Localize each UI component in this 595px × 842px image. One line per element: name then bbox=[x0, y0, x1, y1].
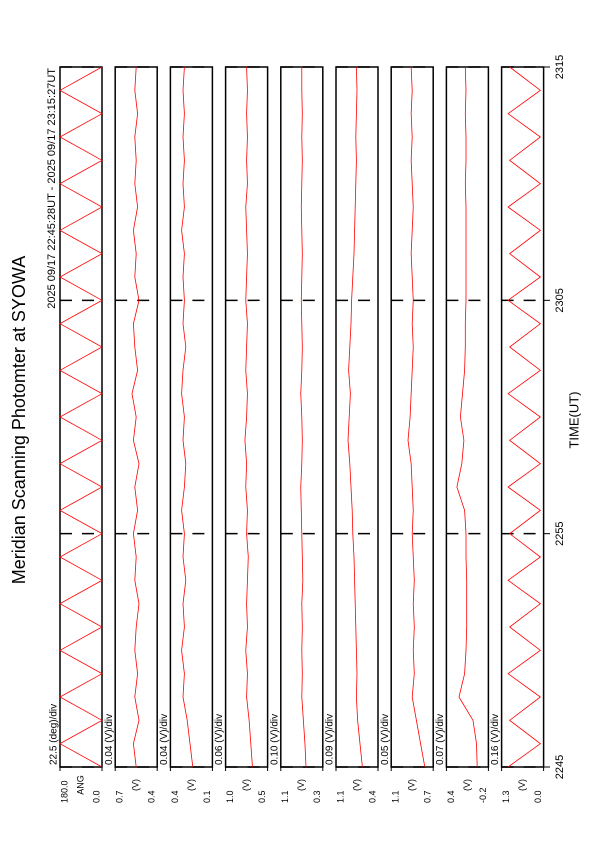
x-axis-label: TIME(UT) bbox=[566, 391, 581, 448]
y-tick-label: 1.1 bbox=[391, 790, 401, 803]
x-tick-label: 2315 bbox=[554, 55, 566, 79]
trace bbox=[347, 66, 363, 768]
x-tick-label: 2245 bbox=[554, 755, 566, 779]
trace bbox=[181, 66, 194, 768]
chart-subtitle: 2025 09/17 22:45:28UT - 2025 09/17 23:15… bbox=[46, 68, 58, 309]
trace bbox=[407, 66, 426, 768]
panel-label: 0.04 (V)/div bbox=[159, 714, 170, 765]
panel-label: 0.16 (V)/div bbox=[490, 714, 501, 765]
trace bbox=[59, 66, 103, 768]
y-tick-label: 0.0 bbox=[91, 790, 101, 803]
trace bbox=[507, 66, 542, 768]
panel-label: 22.5 (deg)/div bbox=[49, 704, 60, 765]
y-tick-label: 1.3 bbox=[501, 790, 511, 803]
y-axis-label: (V) bbox=[241, 779, 251, 791]
y-axis-label: (V) bbox=[407, 779, 417, 791]
panel-label: 0.06 (V)/div bbox=[214, 714, 225, 765]
y-axis-label: (V) bbox=[351, 779, 361, 791]
panel-frame bbox=[169, 66, 214, 768]
y-tick-label: 0.7 bbox=[423, 790, 433, 803]
x-tick-label: 2255 bbox=[554, 521, 566, 545]
y-tick-label: 0.4 bbox=[170, 790, 180, 803]
y-axis-label: (V) bbox=[462, 779, 472, 791]
panel-label: 0.10 (V)/div bbox=[269, 714, 280, 765]
y-axis-label: (V) bbox=[296, 779, 306, 791]
y-tick-label: 1.0 bbox=[225, 790, 235, 803]
trace bbox=[456, 66, 478, 768]
y-tick-label: 0.0 bbox=[533, 790, 543, 803]
y-axis-label: ANG bbox=[75, 775, 85, 795]
panel-frame bbox=[335, 66, 379, 768]
y-tick-label: -0.2 bbox=[478, 787, 488, 803]
panel-frame bbox=[390, 66, 434, 768]
y-tick-label: 0.1 bbox=[202, 790, 212, 803]
panel-label: 0.04 (V)/div bbox=[104, 714, 115, 765]
y-tick-label: 0.7 bbox=[115, 790, 125, 803]
y-tick-label: 0.3 bbox=[312, 790, 322, 803]
y-axis-label: (V) bbox=[517, 779, 527, 791]
x-tick-label: 2305 bbox=[554, 288, 566, 312]
panel-label: 0.05 (V)/div bbox=[380, 714, 391, 765]
panel-frame bbox=[500, 66, 545, 768]
y-tick-label: 180.0 bbox=[59, 780, 69, 803]
trace bbox=[244, 66, 253, 768]
y-tick-label: 0.4 bbox=[367, 790, 377, 803]
y-tick-label: 1.1 bbox=[335, 790, 345, 803]
trace bbox=[131, 66, 140, 768]
y-tick-label: 0.5 bbox=[257, 790, 267, 803]
y-tick-label: 0.4 bbox=[147, 790, 157, 803]
panel-frame bbox=[445, 66, 490, 768]
y-tick-label: 0.4 bbox=[446, 790, 456, 803]
panel-label: 0.07 (V)/div bbox=[435, 714, 446, 765]
panel-label: 0.09 (V)/div bbox=[325, 714, 336, 765]
y-axis-label: (V) bbox=[186, 779, 196, 791]
chart-title: Meridian Scanning Photomter at SYOWA bbox=[9, 256, 29, 584]
y-tick-label: 1.1 bbox=[280, 790, 290, 803]
y-axis-label: (V) bbox=[131, 779, 141, 791]
trace bbox=[300, 67, 307, 768]
